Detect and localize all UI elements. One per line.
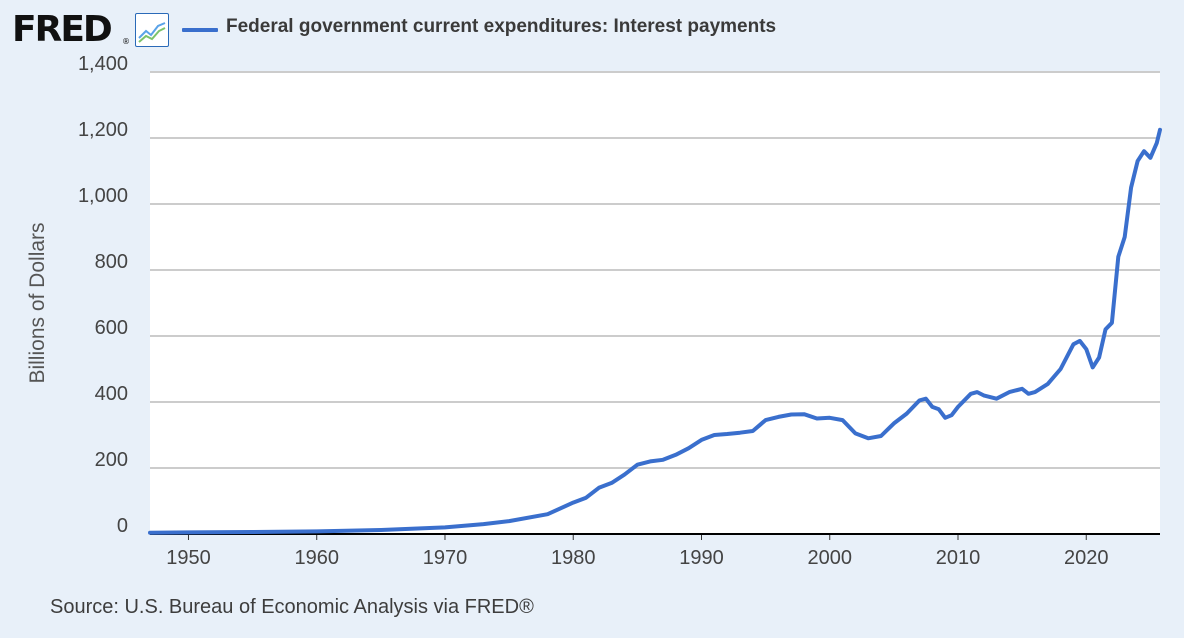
x-tick-label: 2010 [936,547,981,569]
legend-label: Federal government current expenditures:… [226,16,777,37]
legend-swatch [182,28,218,32]
y-tick-label: 800 [95,251,128,273]
x-axis-ticks: 1950 1960 1970 1980 1990 2000 2010 2020 [166,534,1109,569]
x-tick-label: 1990 [679,547,724,569]
y-tick-label: 600 [95,317,128,339]
plot-background [150,72,1160,534]
line-chart-icon[interactable] [135,13,169,47]
x-tick-label: 1970 [423,547,468,569]
fred-logo[interactable]: FRED [12,9,113,50]
x-tick-label: 2000 [807,547,852,569]
x-tick-label: 1960 [294,547,339,569]
x-tick-label: 1980 [551,547,596,569]
y-axis-label: Billions of Dollars [26,222,49,384]
series-layer [148,127,1162,535]
y-tick-label: 1,000 [78,185,128,207]
grid-lines [150,71,1160,469]
x-tick-label: 2020 [1064,547,1109,569]
y-tick-label: 400 [95,383,128,405]
series-line[interactable] [148,127,1162,535]
y-tick-label: 1,200 [78,119,128,141]
x-tick-label: 1950 [166,547,211,569]
registered-mark: ® [122,37,130,46]
chart-header: FRED ® Federal government current expend… [0,0,1184,60]
y-tick-label: 1,400 [78,53,128,75]
y-axis-ticks: 0 200 400 600 800 1,000 1,200 1,400 [78,53,128,537]
y-tick-label: 0 [117,515,128,537]
source-note: Source: U.S. Bureau of Economic Analysis… [50,596,534,618]
y-tick-label: 200 [95,449,128,471]
